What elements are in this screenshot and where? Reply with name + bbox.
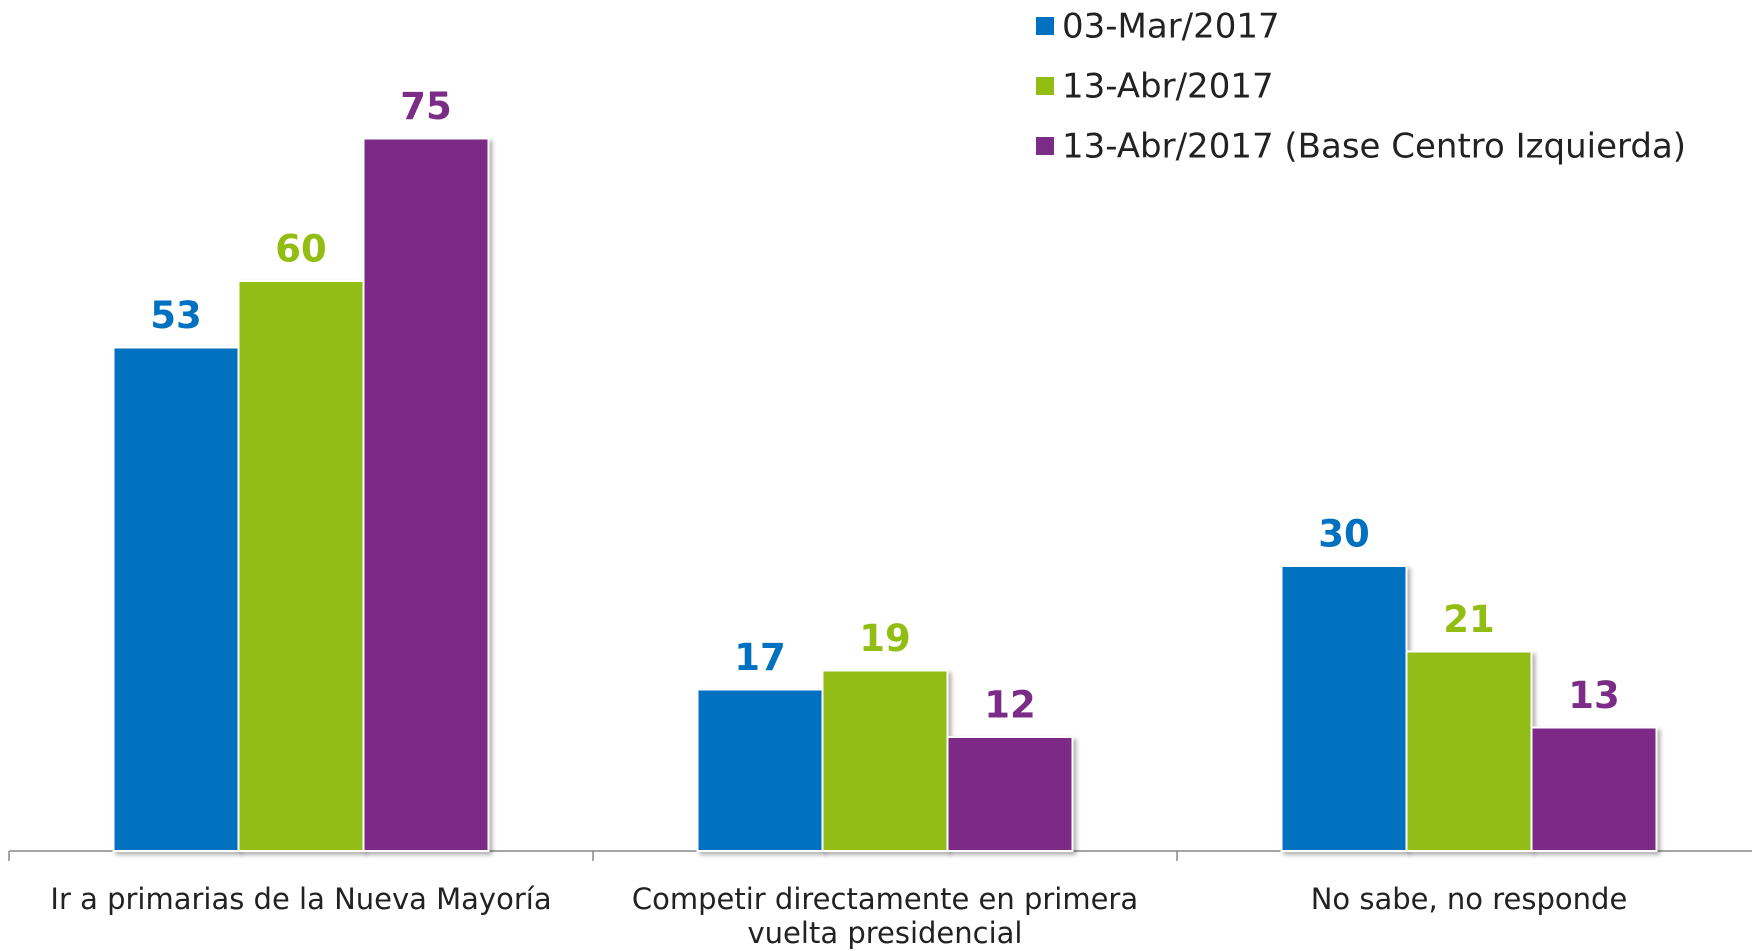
legend-label: 13-Abr/2017 (Base Centro Izquierda) <box>1062 127 1686 167</box>
bar <box>1280 565 1408 852</box>
x-tick-label: Ir a primarias de la Nueva Mayoría <box>50 882 552 916</box>
bar <box>821 669 949 852</box>
value-label: 17 <box>734 636 786 679</box>
bar <box>1405 650 1533 852</box>
value-label: 13 <box>1568 674 1620 717</box>
bar <box>362 137 490 852</box>
value-label: 53 <box>150 294 202 337</box>
value-label: 12 <box>984 684 1036 727</box>
bar <box>1530 726 1658 852</box>
x-tick-label: No sabe, no responde <box>1310 882 1628 916</box>
bar <box>112 346 240 852</box>
bar <box>237 280 365 852</box>
value-label: 75 <box>400 85 452 128</box>
legend-swatch <box>1036 77 1054 95</box>
value-label: 19 <box>859 617 911 660</box>
legend-swatch <box>1036 137 1054 155</box>
value-label: 21 <box>1443 598 1495 641</box>
legend-swatch <box>1036 17 1054 35</box>
legend-label: 03-Mar/2017 <box>1062 7 1280 47</box>
value-label: 30 <box>1318 513 1370 556</box>
legend-label: 13-Abr/2017 <box>1062 67 1274 107</box>
bar <box>946 736 1074 852</box>
value-label: 60 <box>275 228 327 271</box>
bar <box>696 688 824 852</box>
x-tick-label: Competir directamente en primera vuelta … <box>631 882 1139 950</box>
